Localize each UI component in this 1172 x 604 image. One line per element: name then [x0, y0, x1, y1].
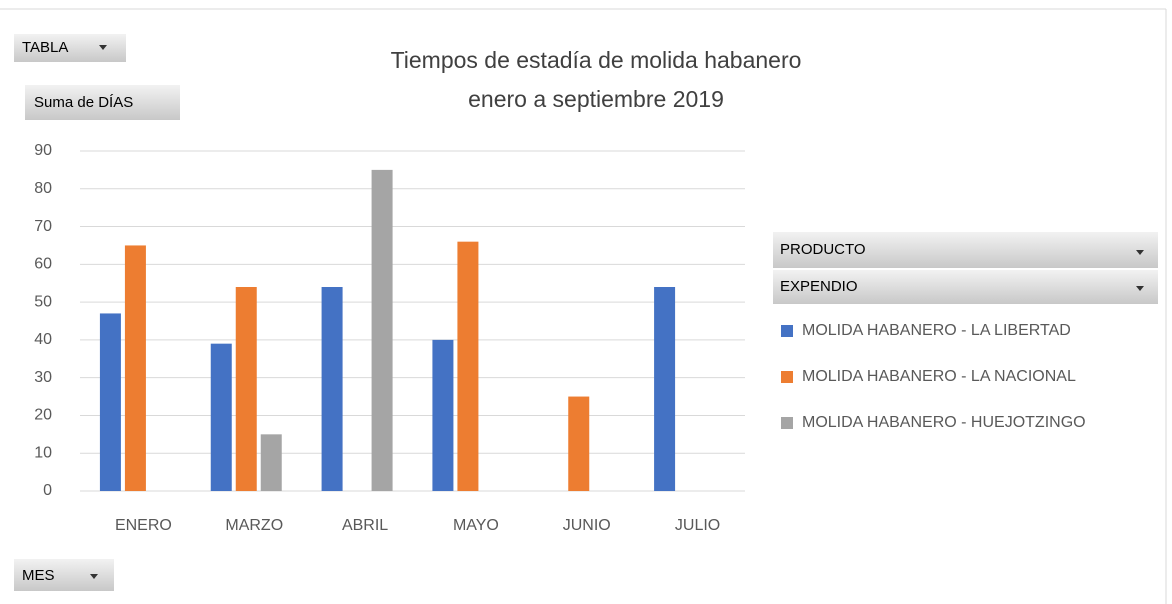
bar [371, 169, 393, 491]
bar [260, 434, 282, 491]
bar [210, 343, 232, 491]
button-bg [14, 559, 114, 591]
legend-swatch [781, 371, 793, 383]
y-tick-label: 0 [43, 482, 52, 499]
bar [321, 287, 343, 491]
value-field-button[interactable]: Suma de DÍAS [25, 85, 180, 120]
button-bg [14, 34, 126, 62]
x-tick-label: ABRIL [342, 517, 388, 534]
y-tick-label: 60 [34, 256, 52, 273]
x-tick-label: ENERO [115, 517, 172, 534]
button-label: EXPENDIO [780, 278, 858, 295]
bar [99, 313, 121, 491]
x-tick-label: MAYO [453, 517, 499, 534]
bar [432, 339, 454, 491]
x-tick-label: JULIO [675, 517, 720, 534]
y-tick-label: 80 [34, 180, 52, 197]
legend-field-button[interactable]: PRODUCTO [773, 232, 1158, 268]
button-label: Suma de DÍAS [34, 94, 133, 111]
dropdown-arrow [99, 45, 107, 50]
legend-label: MOLIDA HABANERO - HUEJOTZINGO [802, 414, 1086, 431]
y-tick-label: 20 [34, 407, 52, 424]
dropdown-arrow [1136, 286, 1144, 291]
button-bg [773, 270, 1158, 304]
x-tick-label: JUNIO [563, 517, 611, 534]
dropdown-arrow [1136, 250, 1144, 255]
bar [124, 245, 146, 491]
axis-field-button[interactable]: MES [14, 559, 114, 591]
chart-title: enero a septiembre 2019 [468, 86, 724, 112]
legend-label: MOLIDA HABANERO - LA LIBERTAD [802, 322, 1071, 339]
legend-swatch [781, 417, 793, 429]
button-bg [25, 85, 180, 120]
legend-label: MOLIDA HABANERO - LA NACIONAL [802, 368, 1076, 385]
legend-swatch [781, 325, 793, 337]
dropdown-arrow [90, 574, 98, 579]
y-tick-label: 90 [34, 142, 52, 159]
y-tick-label: 70 [34, 218, 52, 235]
y-tick-label: 40 [34, 331, 52, 348]
legend-field-button[interactable]: EXPENDIO [773, 270, 1158, 304]
bar [235, 287, 257, 491]
chart-title: Tiempos de estadía de molida habanero [391, 47, 802, 73]
x-tick-label: MARZO [225, 517, 283, 534]
button-label: PRODUCTO [780, 241, 866, 258]
y-tick-label: 10 [34, 444, 52, 461]
y-tick-label: 30 [34, 369, 52, 386]
bar [654, 287, 676, 491]
y-tick-label: 50 [34, 293, 52, 310]
filter-button[interactable]: TABLA [14, 34, 126, 62]
bar [568, 396, 590, 491]
button-bg [773, 232, 1158, 268]
button-label: TABLA [22, 39, 68, 56]
bar [457, 241, 479, 491]
button-label: MES [22, 567, 55, 584]
